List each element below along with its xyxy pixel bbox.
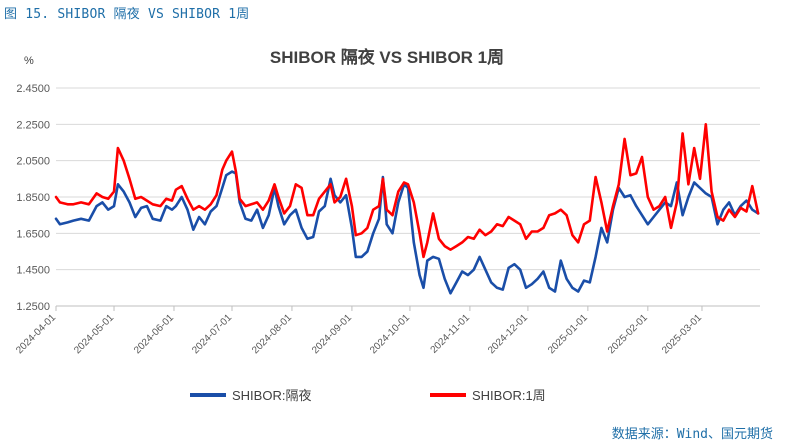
figure-caption: 图 15. SHIBOR 隔夜 VS SHIBOR 1周 bbox=[4, 7, 250, 22]
x-tick-label: 2024-12-01 bbox=[486, 312, 530, 356]
x-tick-label: 2024-09-01 bbox=[310, 312, 354, 356]
y-tick-label: 2.4500 bbox=[16, 83, 50, 95]
x-tick-label: 2024-04-01 bbox=[14, 312, 58, 356]
y-tick-label: 1.2500 bbox=[16, 301, 50, 313]
legend-label-1week: SHIBOR:1周 bbox=[472, 388, 546, 403]
legend: SHIBOR:隔夜 SHIBOR:1周 bbox=[190, 388, 546, 403]
x-tick-label: 2024-11-01 bbox=[429, 312, 473, 356]
x-tick-label: 2025-02-01 bbox=[606, 312, 650, 356]
y-tick-label: 2.2500 bbox=[16, 119, 50, 131]
x-tick-label: 2024-06-01 bbox=[132, 312, 176, 356]
x-tick-label: 2024-07-01 bbox=[190, 312, 234, 356]
y-tick-label: 1.4500 bbox=[16, 265, 50, 277]
y-tick-label: 1.6500 bbox=[16, 228, 50, 240]
x-axis-ticks: 2024-04-01 2024-05-01 2024-06-01 2024-07-01… bbox=[14, 306, 704, 356]
x-tick-label: 2025-03-01 bbox=[660, 312, 704, 356]
y-tick-label: 2.0500 bbox=[16, 156, 50, 168]
x-tick-label: 2024-10-01 bbox=[368, 312, 412, 356]
data-source-note: 数据来源：Wind、国元期货 bbox=[611, 427, 773, 442]
series-line-shibor-1week bbox=[54, 123, 760, 259]
y-axis-ticks: 2.4500 2.2500 2.0500 1.8500 1.6500 1.4500 1.25… bbox=[16, 83, 50, 313]
legend-label-overnight: SHIBOR:隔夜 bbox=[232, 388, 311, 403]
x-tick-label: 2024-05-01 bbox=[72, 312, 116, 356]
series-line-shibor-overnight bbox=[54, 170, 760, 295]
y-axis-unit: % bbox=[24, 55, 34, 67]
chart-title: SHIBOR 隔夜 VS SHIBOR 1周 bbox=[270, 47, 504, 67]
x-tick-label: 2025-01-01 bbox=[546, 312, 590, 356]
x-tick-label: 2024-08-01 bbox=[250, 312, 294, 356]
series-lines bbox=[54, 123, 760, 295]
y-tick-label: 1.8500 bbox=[16, 192, 50, 204]
